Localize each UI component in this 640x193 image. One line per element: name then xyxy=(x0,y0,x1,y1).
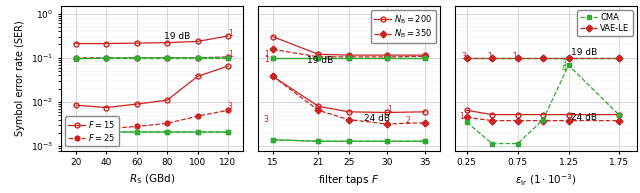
Text: 3: 3 xyxy=(228,102,233,111)
Text: 1: 1 xyxy=(228,50,232,59)
Legend: $N_\mathrm{B} = 200$, $N_\mathrm{B} = 350$: $N_\mathrm{B} = 200$, $N_\mathrm{B} = 35… xyxy=(371,10,436,43)
Text: 24 dB: 24 dB xyxy=(364,114,390,123)
Text: 24 dB: 24 dB xyxy=(74,128,100,137)
Text: 1: 1 xyxy=(264,55,269,64)
Text: 4: 4 xyxy=(561,64,566,73)
Text: 2: 2 xyxy=(406,116,410,125)
X-axis label: $\epsilon_\mathrm{lr}$ $(1 \cdot 10^{-3})$: $\epsilon_\mathrm{lr}$ $(1 \cdot 10^{-3}… xyxy=(515,173,577,188)
Text: 1: 1 xyxy=(460,112,465,121)
Text: 1: 1 xyxy=(513,52,517,61)
Text: 1: 1 xyxy=(228,29,232,38)
Text: 1: 1 xyxy=(387,105,392,114)
Text: 24 dB: 24 dB xyxy=(571,113,596,122)
Legend: CMA, VAE-LE: CMA, VAE-LE xyxy=(577,10,632,36)
Text: 19 dB: 19 dB xyxy=(571,48,597,57)
Text: 3: 3 xyxy=(461,52,467,61)
Text: 19 dB: 19 dB xyxy=(164,32,190,41)
Y-axis label: Symbol error rate (SER): Symbol error rate (SER) xyxy=(15,20,26,136)
X-axis label: $R_\mathrm{S}$ (GBd): $R_\mathrm{S}$ (GBd) xyxy=(129,173,175,186)
Text: 3: 3 xyxy=(264,115,269,124)
Text: 3: 3 xyxy=(561,59,566,68)
Text: 1: 1 xyxy=(264,50,269,59)
Legend: $F = 15$, $F = 25$: $F = 15$, $F = 25$ xyxy=(65,116,118,146)
X-axis label: filter taps $F$: filter taps $F$ xyxy=(318,173,380,187)
Text: 1: 1 xyxy=(487,52,492,61)
Text: 19 dB: 19 dB xyxy=(307,56,333,65)
